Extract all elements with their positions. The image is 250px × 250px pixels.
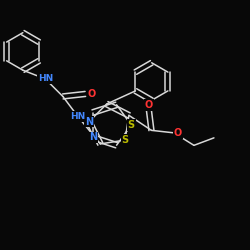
Text: S: S [122, 135, 128, 145]
Text: O: O [88, 89, 96, 99]
Text: HN: HN [70, 112, 86, 121]
Text: O: O [145, 100, 153, 110]
Text: N: N [89, 132, 97, 142]
Text: S: S [128, 120, 135, 130]
Text: HN: HN [38, 74, 53, 84]
Text: O: O [174, 128, 182, 138]
Text: N: N [85, 117, 93, 127]
